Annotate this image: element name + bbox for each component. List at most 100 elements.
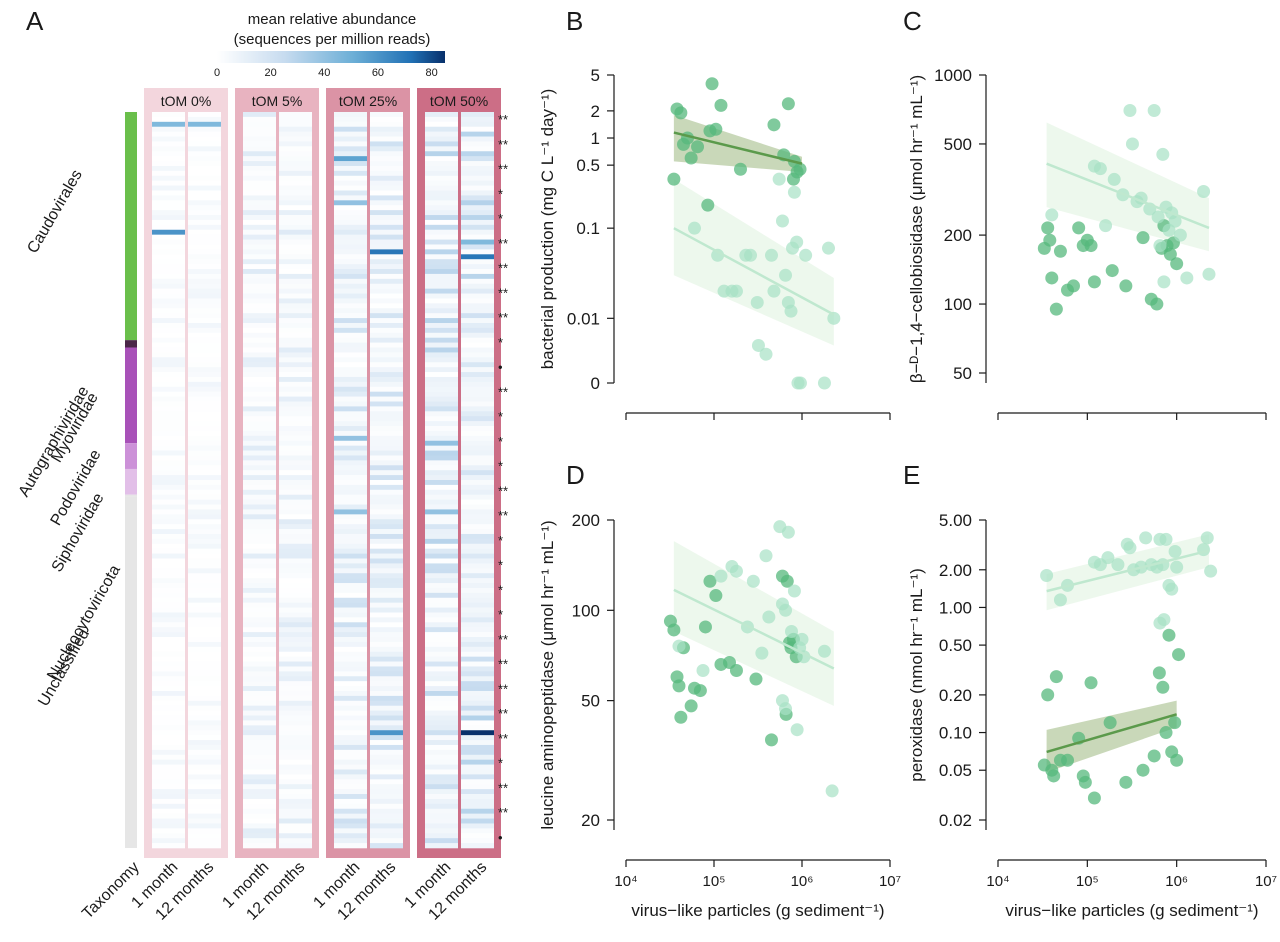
heatmap-cell xyxy=(334,715,367,721)
heatmap-cell xyxy=(188,470,221,476)
confidence-band xyxy=(1046,122,1209,252)
heatmap-cell xyxy=(370,794,403,800)
heatmap-cell xyxy=(370,671,403,677)
heatmap-cell xyxy=(461,411,494,417)
heatmap-cell xyxy=(152,671,185,677)
data-point xyxy=(1087,275,1101,289)
heatmap-cell xyxy=(243,126,276,132)
heatmap-cell xyxy=(334,381,367,388)
heatmap-cell xyxy=(461,548,494,554)
heatmap-cell xyxy=(461,715,494,721)
heatmap-cell xyxy=(188,784,221,790)
heatmap-cell xyxy=(279,264,312,270)
x-tick-label: 10⁷ xyxy=(1255,873,1277,890)
heatmap-cell xyxy=(243,480,276,486)
heatmap-cell xyxy=(243,637,276,643)
y-tick-label: 1 xyxy=(591,129,600,148)
y-tick-label: 0.20 xyxy=(939,686,972,705)
taxonomy-segment xyxy=(125,468,137,495)
data-point xyxy=(764,248,778,262)
heatmap-cell xyxy=(279,426,312,432)
heatmap-cell xyxy=(152,440,185,446)
heatmap-cell xyxy=(243,803,276,810)
heatmap-cell xyxy=(188,661,221,667)
heatmap-cell xyxy=(461,170,494,177)
heatmap-cell xyxy=(243,249,276,255)
heatmap-cell xyxy=(425,185,458,191)
heatmap-cell xyxy=(279,548,312,554)
heatmap-cell xyxy=(279,205,312,211)
heatmap-cell xyxy=(370,165,403,172)
y-tick-label: 2.00 xyxy=(939,561,972,580)
heatmap-cell xyxy=(425,337,458,343)
heatmap-cell xyxy=(188,749,221,756)
heatmap-cell xyxy=(279,749,312,756)
heatmap-cell xyxy=(334,342,367,348)
heatmap-cell xyxy=(425,730,458,736)
heatmap-cell xyxy=(188,646,221,653)
heatmap-cell xyxy=(188,818,221,824)
heatmap-cell xyxy=(188,288,221,294)
heatmap-cell xyxy=(461,283,494,289)
data-point xyxy=(1151,210,1165,224)
heatmap-cell xyxy=(152,313,185,319)
heatmap-cell xyxy=(279,573,312,579)
heatmap-cell xyxy=(152,543,185,549)
heatmap-cell xyxy=(370,376,403,383)
heatmap-cell xyxy=(334,784,367,790)
heatmap-cell xyxy=(279,347,312,353)
heatmap-cell xyxy=(243,411,276,417)
heatmap-cell xyxy=(425,543,458,549)
heatmap-cell xyxy=(370,499,403,505)
heatmap-cell xyxy=(370,352,403,358)
heatmap-cell xyxy=(425,617,458,623)
significance-mark: * xyxy=(498,186,503,201)
heatmap-cell xyxy=(243,391,276,397)
regression-line xyxy=(1046,713,1178,754)
heatmap-cell xyxy=(370,185,403,191)
heatmap-cell xyxy=(188,269,221,275)
data-point xyxy=(1123,103,1137,117)
data-point xyxy=(1165,582,1179,596)
data-point xyxy=(672,639,686,653)
heatmap-cell xyxy=(188,808,221,814)
heatmap-cell xyxy=(152,808,185,814)
data-point xyxy=(1093,162,1107,176)
heatmap-cell xyxy=(425,833,458,839)
heatmap-cell xyxy=(370,244,403,250)
data-point xyxy=(1202,267,1216,281)
heatmap-cell xyxy=(188,514,221,520)
heatmap-cell xyxy=(461,200,494,206)
data-point xyxy=(1066,279,1080,293)
heatmap-cell xyxy=(461,720,494,726)
heatmap-cell xyxy=(370,843,403,849)
significance-mark: ** xyxy=(498,681,508,696)
heatmap-cell xyxy=(279,278,312,285)
heatmap-cell xyxy=(461,838,494,844)
heatmap-cell xyxy=(334,676,367,682)
heatmap-cell xyxy=(370,396,403,402)
heatmap-cell xyxy=(188,229,221,235)
heatmap-cell xyxy=(461,435,494,442)
heatmap-cell xyxy=(334,607,367,613)
heatmap-cell xyxy=(425,843,458,849)
heatmap-cell xyxy=(188,548,221,554)
heatmap-cell xyxy=(461,617,494,623)
data-point xyxy=(1119,279,1133,293)
heatmap-cell xyxy=(370,543,403,549)
heatmap-cell xyxy=(152,352,185,358)
heatmap-cell xyxy=(334,480,367,486)
heatmap-cell xyxy=(425,426,458,432)
heatmap-cell xyxy=(152,695,185,702)
heatmap-cell xyxy=(188,764,221,770)
heatmap-cell xyxy=(279,794,312,800)
heatmap-cell xyxy=(425,396,458,402)
heatmap-cell xyxy=(461,352,494,358)
heatmap-cell xyxy=(152,686,185,692)
heatmap-cell xyxy=(461,494,494,500)
data-point xyxy=(1101,551,1115,565)
heatmap-cell xyxy=(425,440,458,446)
heatmap-cell xyxy=(425,759,458,765)
heatmap-cell xyxy=(334,489,367,496)
heatmap-cell xyxy=(370,381,403,388)
